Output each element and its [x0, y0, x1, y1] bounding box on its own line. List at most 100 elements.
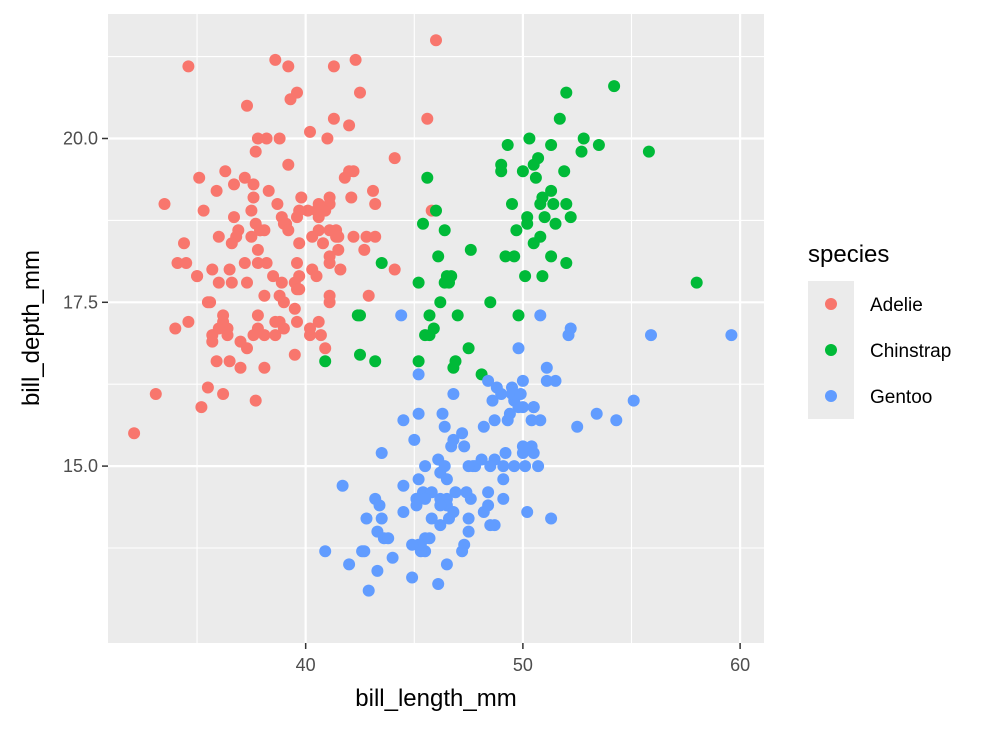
data-point-adelie [369, 230, 382, 243]
data-point-gentoo [438, 420, 451, 433]
data-point-adelie [301, 204, 314, 217]
data-point-chinstrap [438, 224, 451, 237]
data-point-chinstrap [354, 309, 366, 322]
data-point-adelie [223, 355, 236, 368]
data-point-gentoo [360, 512, 373, 525]
data-point-gentoo [397, 479, 410, 492]
data-point-adelie [332, 243, 345, 256]
data-point-adelie [293, 270, 306, 283]
data-point-adelie [228, 211, 240, 224]
legend-key-adelie [825, 298, 837, 310]
data-point-chinstrap [501, 139, 514, 151]
data-point-adelie [321, 132, 334, 145]
data-point-adelie [204, 296, 217, 309]
data-point-adelie [238, 171, 251, 184]
data-point-gentoo [362, 584, 375, 597]
data-point-adelie [260, 257, 273, 269]
data-point-chinstrap [412, 355, 425, 368]
data-point-adelie [312, 315, 325, 328]
data-point-chinstrap [545, 139, 558, 151]
data-point-gentoo [725, 329, 738, 342]
data-point-adelie [291, 86, 303, 99]
data-point-gentoo [564, 322, 577, 335]
data-point-gentoo [406, 538, 419, 551]
data-point-adelie [212, 322, 225, 335]
data-point-chinstrap [423, 309, 436, 322]
data-point-adelie [358, 243, 371, 256]
data-point-gentoo [512, 401, 525, 414]
data-point-gentoo [475, 453, 488, 466]
data-point-gentoo [438, 460, 451, 473]
data-point-gentoo [527, 401, 540, 414]
data-point-chinstrap [642, 145, 655, 158]
data-point-adelie [182, 315, 195, 328]
data-point-chinstrap [451, 309, 464, 322]
data-point-adelie [249, 145, 262, 158]
legend-key-gentoo [825, 390, 837, 402]
data-point-chinstrap [432, 250, 445, 263]
data-point-chinstrap [558, 165, 571, 178]
data-point-gentoo [540, 374, 553, 387]
legend-label-adelie: Adelie [870, 295, 923, 316]
data-point-chinstrap [608, 80, 621, 93]
data-point-gentoo [440, 558, 453, 571]
data-point-gentoo [527, 447, 540, 459]
data-point-chinstrap [560, 257, 573, 269]
data-point-gentoo [319, 545, 332, 558]
data-point-gentoo [540, 361, 553, 374]
data-point-adelie [273, 289, 286, 302]
data-point-chinstrap [412, 276, 425, 289]
data-point-gentoo [549, 374, 562, 387]
data-point-chinstrap [592, 139, 605, 151]
data-point-adelie [319, 342, 332, 355]
data-point-adelie [241, 342, 253, 355]
data-point-adelie [295, 191, 308, 204]
data-point-gentoo [506, 388, 518, 400]
data-point-gentoo [512, 342, 525, 355]
data-point-chinstrap [523, 132, 536, 145]
data-point-gentoo [375, 512, 388, 525]
data-point-chinstrap [549, 217, 562, 230]
x-tick-label: 40 [296, 655, 316, 675]
data-point-gentoo [375, 447, 388, 459]
data-point-gentoo [410, 499, 423, 512]
data-point-adelie [310, 270, 323, 283]
data-point-chinstrap [354, 348, 366, 361]
data-point-gentoo [449, 486, 462, 499]
data-point-adelie [158, 198, 171, 210]
y-tick-label: 17.5 [63, 292, 98, 312]
data-point-adelie [241, 99, 253, 112]
data-point-adelie [293, 237, 306, 250]
data-point-gentoo [462, 512, 475, 525]
minor-gridlines [108, 14, 764, 643]
data-point-adelie [347, 230, 360, 243]
data-point-chinstrap [536, 270, 549, 283]
data-point-adelie [249, 394, 262, 407]
data-point-gentoo [482, 374, 495, 387]
data-point-chinstrap [534, 198, 547, 210]
data-point-gentoo [423, 532, 436, 545]
x-tick-label: 60 [730, 655, 750, 675]
data-point-gentoo [406, 571, 419, 584]
data-point-adelie [251, 132, 264, 145]
data-point-gentoo [545, 512, 558, 525]
data-point-gentoo [571, 420, 584, 433]
data-point-gentoo [508, 460, 521, 473]
major-gridlines [108, 14, 764, 643]
data-point-gentoo [336, 479, 349, 492]
data-point-gentoo [419, 492, 432, 505]
data-point-gentoo [358, 545, 371, 558]
data-point-chinstrap [534, 230, 547, 243]
data-point-adelie [149, 388, 162, 400]
data-point-adelie [304, 125, 316, 138]
data-point-chinstrap [510, 224, 523, 237]
data-point-gentoo [499, 447, 512, 459]
data-point-adelie [238, 257, 251, 269]
data-point-adelie [334, 263, 347, 276]
data-point-adelie [306, 230, 319, 243]
data-point-adelie [258, 329, 271, 342]
data-point-adelie [262, 184, 275, 197]
data-point-gentoo [373, 499, 386, 512]
legend: species Adelie Chinstrap Gentoo [808, 241, 951, 419]
data-point-adelie [338, 171, 351, 184]
